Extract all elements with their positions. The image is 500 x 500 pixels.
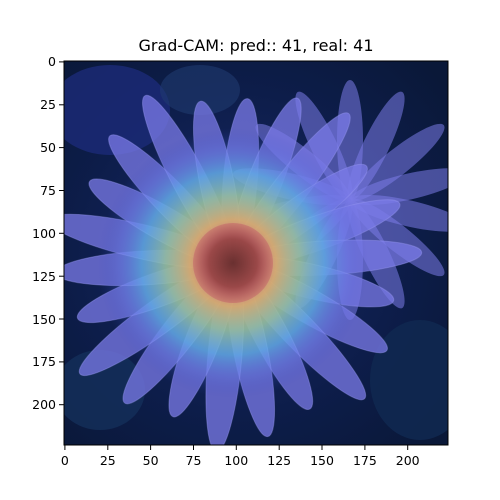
heatmap-image: [64, 61, 448, 445]
plot-frame: [63, 60, 449, 446]
x-tick-label: 200: [396, 453, 420, 468]
y-tick-label: 75: [40, 183, 56, 198]
back-petal: [349, 168, 448, 206]
y-tick-label: 0: [48, 54, 56, 69]
x-tick-label: 0: [61, 453, 69, 468]
y-tick-label: 200: [32, 397, 56, 412]
back-petal: [349, 123, 445, 202]
x-tick-label: 75: [186, 453, 202, 468]
y-tick-label: 100: [32, 226, 56, 241]
x-tick-label: 25: [100, 453, 116, 468]
x-tick-label: 150: [310, 453, 334, 468]
x-tick-label: 125: [267, 453, 291, 468]
y-tick-label: 125: [32, 269, 56, 284]
y-tick-label: 175: [32, 354, 56, 369]
x-tick-label: 100: [224, 453, 248, 468]
y-tick-label: 25: [40, 97, 56, 112]
x-tick-label: 175: [353, 453, 377, 468]
x-tick-label: 50: [143, 453, 159, 468]
y-axis: 0 25 50 75 100 125 150 175 200: [32, 54, 64, 412]
y-tick-label: 50: [40, 140, 56, 155]
y-tick-label: 150: [32, 312, 56, 327]
figure-title: Grad-CAM: pred:: 41, real: 41: [138, 36, 373, 55]
x-axis: 0 25 50 75 100 125 150 175 200: [61, 445, 420, 468]
